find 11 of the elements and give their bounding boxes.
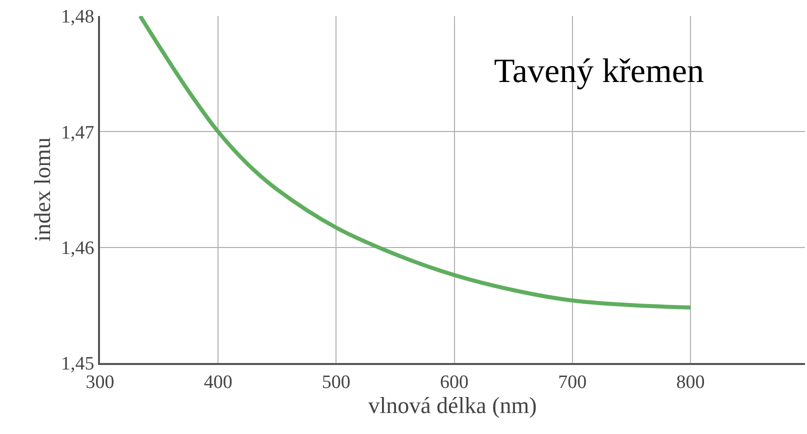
- y-axis-title: index lomu: [30, 136, 55, 242]
- x-tick-label: 800: [676, 372, 705, 393]
- y-tick-label: 1,46: [60, 238, 94, 259]
- y-tick-label: 1,48: [60, 6, 94, 28]
- y-tick-label: 1,47: [60, 122, 94, 144]
- x-tick-label: 400: [204, 372, 232, 393]
- annotation: Tavený křemen: [494, 53, 704, 90]
- x-axis-title: vlnová délka (nm): [368, 392, 537, 418]
- x-tick-label: 700: [558, 372, 587, 393]
- x-tick-label: 500: [322, 372, 350, 393]
- x-tick-label: 600: [440, 372, 469, 393]
